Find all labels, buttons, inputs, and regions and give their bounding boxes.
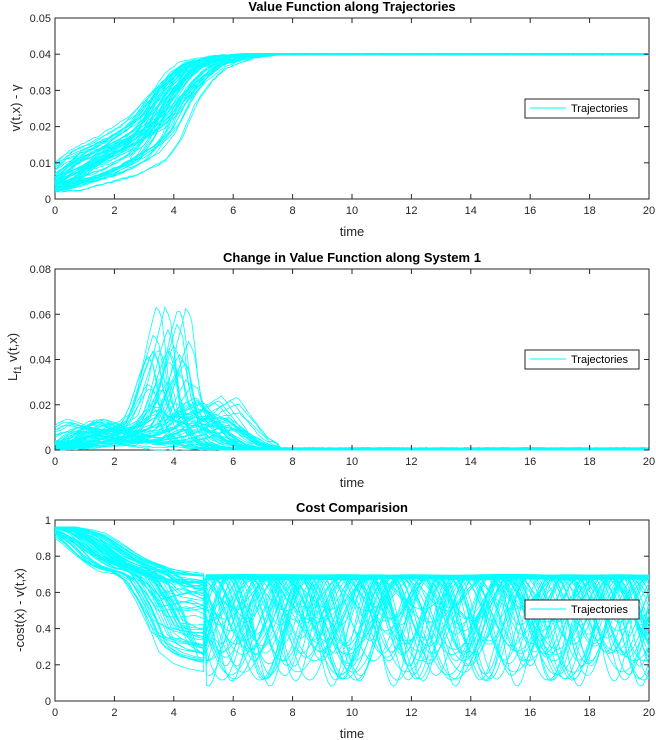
y-tick-label: 0.08 [30,264,51,276]
y-tick-label: 1 [45,515,51,527]
x-tick-label: 2 [111,707,117,719]
x-tick-label: 12 [405,707,417,719]
x-tick-label: 0 [52,707,58,719]
x-tick-label: 20 [643,205,655,217]
legend-box [524,98,640,119]
x-tick-label: 12 [405,205,417,217]
y-ticks: 0 0.02 0.04 0.06 0.08 [30,264,649,457]
y-tick-label: 0.6 [36,587,51,599]
legend-label: Trajectories [571,604,629,616]
legend[interactable]: Trajectories [524,599,640,620]
y-axis-label: -cost(x) - v(t,x) [12,568,27,652]
y-tick-label: 0 [45,696,51,708]
y-tick-label: 0.02 [30,122,51,134]
x-tick-label: 8 [290,707,296,719]
trajectory-line [54,529,650,650]
y-tick-label: 0 [45,445,51,457]
trajectory-line [54,532,650,668]
y-tick-label: 0.04 [30,49,51,61]
chart-title: Cost Comparision [296,500,408,515]
trajectory-line [54,533,650,680]
chart-title: Value Function along Trajectories [248,0,455,14]
y-tick-label: 0.03 [30,85,51,97]
x-ticks: 0 2 4 6 8 10 12 14 16 18 20 [52,18,655,217]
x-tick-label: 20 [643,456,655,468]
legend[interactable]: Trajectories [524,349,640,370]
trajectories [54,53,650,193]
x-tick-label: 18 [583,456,595,468]
y-tick-label: 0.8 [36,551,51,563]
x-tick-label: 4 [171,707,177,719]
legend-box [524,599,640,620]
x-tick-label: 8 [290,456,296,468]
x-tick-label: 2 [111,456,117,468]
legend-box [524,349,640,370]
trajectory-line [55,526,650,631]
y-ticks: 0 0.2 0.4 0.6 0.8 1 [36,515,649,708]
x-tick-label: 14 [465,456,477,468]
x-ticks: 0 2 4 6 8 10 12 14 16 18 20 [52,269,655,468]
y-tick-label: 0.02 [30,400,51,412]
trajectory-line [54,526,650,662]
x-tick-label: 4 [171,205,177,217]
legend-label: Trajectories [571,354,629,366]
x-tick-label: 16 [524,456,536,468]
y-axis-label: Lf1 v(t,x) [5,333,24,381]
chart-title: Change in Value Function along System 1 [223,250,481,265]
x-tick-label: 8 [290,205,296,217]
y-axis-label-subscript: f1 [13,365,24,374]
x-tick-label: 10 [346,205,358,217]
trajectory-line [55,526,650,661]
x-tick-label: 10 [346,707,358,719]
trajectory-line [55,526,650,658]
x-axis-label: time [340,726,365,740]
legend[interactable]: Trajectories [524,98,640,119]
trajectory-line [55,526,650,655]
x-tick-label: 14 [465,205,477,217]
y-axis-label: v(t,x) - γ [8,84,23,131]
y-tick-label: 0.4 [36,624,51,636]
x-tick-label: 2 [111,205,117,217]
x-tick-label: 14 [465,707,477,719]
trajectory-line [54,527,650,601]
y-tick-label: 0.06 [30,309,51,321]
x-axis-label: time [340,224,365,239]
x-tick-label: 12 [405,456,417,468]
legend-label: Trajectories [571,103,629,115]
x-tick-label: 4 [171,456,177,468]
x-tick-label: 18 [583,205,595,217]
trajectory-line [55,526,650,655]
x-axis-label: time [340,475,365,490]
y-axis-label-rest: v(t,x) [5,333,20,366]
x-tick-label: 6 [230,205,236,217]
trajectory-line [54,526,650,649]
y-tick-label: 0.05 [30,13,51,25]
y-ticks: 0 0.01 0.02 0.03 0.04 0.05 [30,13,649,206]
trajectory-line [55,526,650,662]
x-tick-label: 20 [643,707,655,719]
trajectory-line [54,537,650,680]
panel-change-in-value: Change in Value Function along System 1 … [5,250,655,490]
y-axis-label-main: L [5,374,20,381]
x-tick-label: 10 [346,456,358,468]
x-tick-label: 6 [230,707,236,719]
x-tick-label: 18 [583,707,595,719]
panel-cost-comparison: Cost Comparision 0 2 4 6 8 10 12 14 16 18 20 00.20… [12,500,655,740]
y-tick-label: 0.01 [30,158,51,170]
x-tick-label: 6 [230,456,236,468]
x-tick-label: 0 [52,456,58,468]
y-tick-label: 0.04 [30,355,51,367]
y-tick-label: 0.2 [36,660,51,672]
trajectory-line [54,527,650,687]
trajectory-line [54,532,650,639]
panel-value-function: Value Function along Trajectories 0 2 4 6 8 1… [8,0,655,239]
x-tick-label: 16 [524,707,536,719]
x-tick-label: 0 [52,205,58,217]
x-ticks: 0 2 4 6 8 10 12 14 16 18 20 [52,520,655,719]
x-tick-label: 16 [524,205,536,217]
y-tick-label: 0 [45,194,51,206]
trajectory-line [55,526,650,682]
trajectory-line [54,53,650,178]
